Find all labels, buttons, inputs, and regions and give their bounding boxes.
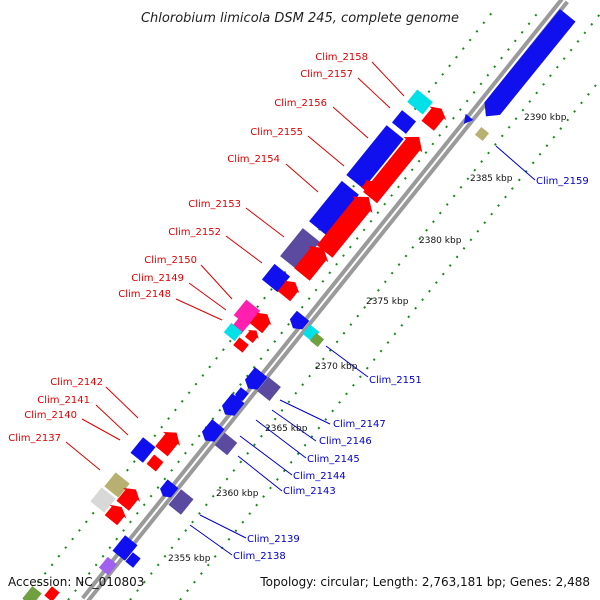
gene-label[interactable]: Clim_2143	[283, 486, 336, 497]
gene-label[interactable]: Clim_2150	[144, 255, 197, 266]
gene-arrow-red[interactable]	[243, 326, 261, 344]
gene-blue-small-r[interactable]	[125, 552, 141, 568]
tick-label: 2365 kbp	[265, 424, 308, 434]
gene-label[interactable]: Clim_2144	[293, 471, 346, 482]
gene-blue-small[interactable]	[112, 535, 138, 561]
forward-labels: Clim_2158 Clim_2157 Clim_2156 Clim_2155 …	[8, 52, 368, 444]
gene-label[interactable]: Clim_2147	[333, 419, 386, 430]
gene-clim-2159[interactable]	[474, 126, 490, 142]
gene-arrow-red[interactable]	[153, 426, 185, 458]
tick-label: 2390 kbp	[524, 113, 567, 123]
gene-label[interactable]: Clim_2152	[168, 227, 221, 238]
gene-green-bottom[interactable]	[22, 586, 42, 600]
gene-label[interactable]: Clim_2141	[37, 395, 90, 406]
gene-label[interactable]: Clim_2151	[369, 375, 422, 386]
gene-label[interactable]: Clim_2156	[274, 98, 327, 109]
tick-label: 2375 kbp	[366, 297, 409, 307]
reverse-strand-genes	[125, 9, 576, 568]
gene-clim-2140[interactable]	[104, 472, 130, 498]
gene-clim-2138[interactable]	[168, 489, 194, 515]
gene-clim-2155[interactable]	[309, 180, 359, 236]
kbp-ticks: 2355 kbp 2360 kbp 2365 kbp 2370 kbp 2375…	[168, 113, 567, 564]
tick-label: 2360 kbp	[216, 489, 259, 499]
gene-magenta-small[interactable]	[98, 556, 118, 576]
gene-label[interactable]: Clim_2157	[300, 69, 353, 80]
gene-clim-2142[interactable]	[130, 437, 156, 463]
gene-clim-2139[interactable]	[158, 479, 179, 500]
gene-clim-2149[interactable]	[223, 322, 243, 342]
gene-label[interactable]: Clim_2140	[24, 410, 77, 421]
tick-label: 2385 kbp	[470, 174, 513, 184]
gene-label[interactable]: Clim_2139	[247, 534, 300, 545]
genome-backbone	[81, 0, 569, 600]
tick-label: 2355 kbp	[168, 554, 211, 564]
accession-text: Accession: NC_010803	[8, 575, 144, 589]
gene-arrow-red[interactable]	[361, 129, 429, 205]
forward-strand-genes	[22, 89, 450, 600]
gene-label[interactable]: Clim_2146	[319, 436, 372, 447]
gene-label[interactable]: Clim_2159	[536, 176, 589, 187]
tick-label: 2370 kbp	[315, 362, 358, 372]
gene-arrow-red[interactable]	[276, 276, 303, 303]
gene-arrow-red[interactable]	[292, 240, 334, 283]
map-title: Chlorobium limicola DSM 245, complete ge…	[141, 11, 459, 26]
forward-leader-lines	[65, 61, 405, 471]
gene-arrow-blue[interactable]	[242, 367, 268, 393]
gene-clim-2143[interactable]	[214, 432, 238, 456]
gene-olive-2151b[interactable]	[309, 332, 325, 348]
gene-arrow-red[interactable]	[102, 500, 130, 527]
gene-clim-2137[interactable]	[90, 487, 116, 513]
gene-clim-2154[interactable]	[280, 228, 320, 270]
gene-clim-2158[interactable]	[407, 89, 433, 115]
reverse-labels: Clim_2159 Clim_2151 Clim_2147 Clim_2146 …	[233, 176, 589, 562]
gene-arrow-blue-tip[interactable]	[460, 113, 474, 127]
gene-clim-2144[interactable]	[199, 419, 225, 445]
gene-arrow-blue[interactable]	[287, 310, 310, 334]
reverse-leader-lines	[189, 145, 536, 556]
gene-arrow-red[interactable]	[419, 102, 450, 133]
gene-clim-2146[interactable]	[233, 387, 249, 403]
gene-clim-2156[interactable]	[346, 125, 404, 189]
gene-clim-2148[interactable]	[233, 337, 249, 353]
gene-label[interactable]: Clim_2158	[315, 52, 368, 63]
gene-clim-2157[interactable]	[391, 110, 417, 134]
gene-arrow-red[interactable]	[360, 177, 378, 195]
gene-label[interactable]: Clim_2138	[233, 551, 286, 562]
tick-label: 2380 kbp	[419, 236, 462, 246]
gene-clim-2147[interactable]	[257, 376, 281, 402]
gene-label[interactable]: Clim_2137	[8, 433, 61, 444]
gene-clim-2141[interactable]	[146, 454, 164, 472]
gene-red-bottom[interactable]	[44, 586, 60, 600]
gene-clim-2145[interactable]	[219, 393, 245, 419]
summary-text: Topology: circular; Length: 2,763,181 bp…	[259, 575, 590, 589]
gene-arrow-red[interactable]	[315, 189, 379, 260]
gene-label[interactable]: Clim_2145	[307, 454, 360, 465]
gene-label[interactable]: Clim_2154	[227, 154, 280, 165]
gene-label[interactable]: Clim_2142	[50, 377, 103, 388]
gene-label[interactable]: Clim_2155	[250, 127, 303, 138]
gene-arrow-blue-long[interactable]	[478, 9, 576, 123]
gene-label[interactable]: Clim_2149	[131, 273, 184, 284]
gene-arrow-red[interactable]	[248, 308, 275, 335]
gene-arrow-red[interactable]	[114, 483, 144, 513]
gene-label[interactable]: Clim_2153	[188, 199, 241, 210]
gene-label[interactable]: Clim_2148	[118, 289, 171, 300]
